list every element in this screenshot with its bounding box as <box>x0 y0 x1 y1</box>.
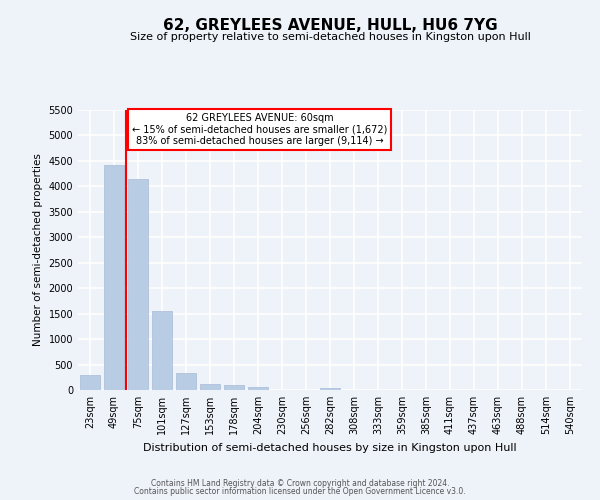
Text: Size of property relative to semi-detached houses in Kingston upon Hull: Size of property relative to semi-detach… <box>130 32 530 42</box>
Bar <box>104 165 124 390</box>
Text: 62 GREYLEES AVENUE: 60sqm
← 15% of semi-detached houses are smaller (1,672)
83% : 62 GREYLEES AVENUE: 60sqm ← 15% of semi-… <box>132 113 387 146</box>
Bar <box>200 384 220 390</box>
X-axis label: Distribution of semi-detached houses by size in Kingston upon Hull: Distribution of semi-detached houses by … <box>143 442 517 452</box>
Bar <box>248 388 268 390</box>
Bar <box>152 310 172 390</box>
Text: 62, GREYLEES AVENUE, HULL, HU6 7YG: 62, GREYLEES AVENUE, HULL, HU6 7YG <box>163 18 497 32</box>
Y-axis label: Number of semi-detached properties: Number of semi-detached properties <box>33 154 43 346</box>
Bar <box>320 388 340 390</box>
Bar <box>128 179 148 390</box>
Bar <box>176 373 196 390</box>
Text: Contains HM Land Registry data © Crown copyright and database right 2024.: Contains HM Land Registry data © Crown c… <box>151 478 449 488</box>
Bar <box>224 386 244 390</box>
Text: Contains public sector information licensed under the Open Government Licence v3: Contains public sector information licen… <box>134 487 466 496</box>
Bar <box>80 374 100 390</box>
